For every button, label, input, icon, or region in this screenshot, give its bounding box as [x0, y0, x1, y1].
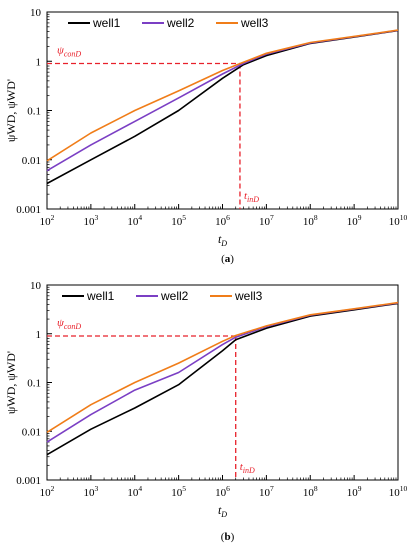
chart-panel-b: 102 103 104 105 106 107 108 109 1010 0.001 0.01 0.1…	[4, 280, 408, 543]
x-tick-label: 106	[215, 484, 230, 499]
plot-frame	[46, 284, 399, 481]
y-tick-label: 0.1	[27, 106, 41, 118]
y-tick-label: 0.01	[22, 426, 41, 438]
x-tick-label: 108	[303, 484, 318, 499]
series-line-well2	[46, 302, 399, 443]
x-tick-label: 108	[303, 213, 318, 228]
y-tick-label: 0.1	[27, 378, 41, 390]
series-line-well1	[46, 302, 399, 456]
y-tick-label: 1	[36, 329, 42, 341]
x-axis-label: tD	[218, 503, 227, 519]
x-tick-label: 102	[40, 484, 55, 499]
y-axis-label: ψWD, ψWD'	[4, 351, 18, 414]
legend-label-well2: well2	[160, 289, 189, 303]
legend-label-well3: well3	[234, 289, 263, 303]
plot-frame	[46, 11, 399, 210]
psi-con-annotation: ψconD	[57, 317, 81, 331]
legend-label-well2: well2	[166, 16, 195, 30]
x-tick-label: 105	[171, 213, 186, 228]
x-tick-label: 1010	[389, 213, 408, 228]
x-tick-label: 104	[127, 484, 142, 499]
y-tick-label: 1	[36, 56, 42, 68]
y-tick-label: 10	[30, 7, 42, 19]
series-line-well1	[46, 29, 399, 185]
x-tick-label: 103	[84, 213, 99, 228]
panel-label: (a)	[221, 253, 234, 265]
x-tick-label: 107	[259, 213, 274, 228]
t-in-annotation: tinD	[240, 461, 255, 475]
panel-label: (b)	[221, 531, 235, 543]
y-tick-label: 0.001	[16, 204, 41, 216]
legend-label-well1: well1	[92, 16, 121, 30]
legend-label-well3: well3	[240, 16, 269, 30]
x-tick-label: 106	[215, 213, 230, 228]
y-tick-label: 0.001	[16, 475, 41, 487]
x-tick-label: 107	[259, 484, 274, 499]
series-line-well3	[46, 29, 399, 162]
y-tick-label: 10	[30, 280, 42, 292]
legend-label-well1: well1	[86, 289, 115, 303]
x-axis-label: tD	[218, 232, 227, 248]
psi-con-annotation: ψconD	[57, 45, 81, 59]
x-tick-label: 109	[347, 213, 362, 228]
x-tick-label: 1010	[389, 484, 408, 499]
x-tick-label: 109	[347, 484, 362, 499]
series-line-well3	[46, 301, 399, 433]
chart-panel-a: 102 103 104 105 106 107 108 109 1010 0.001 0.01 0.1…	[4, 7, 408, 265]
y-tick-label: 0.01	[22, 155, 41, 167]
x-tick-label: 103	[84, 484, 99, 499]
t-in-annotation: tinD	[244, 190, 259, 204]
x-tick-label: 104	[127, 213, 142, 228]
series-line-well2	[46, 29, 399, 172]
x-tick-label: 105	[171, 484, 186, 499]
y-axis-label: ψWD, ψWD'	[4, 79, 18, 142]
x-tick-label: 102	[40, 213, 55, 228]
